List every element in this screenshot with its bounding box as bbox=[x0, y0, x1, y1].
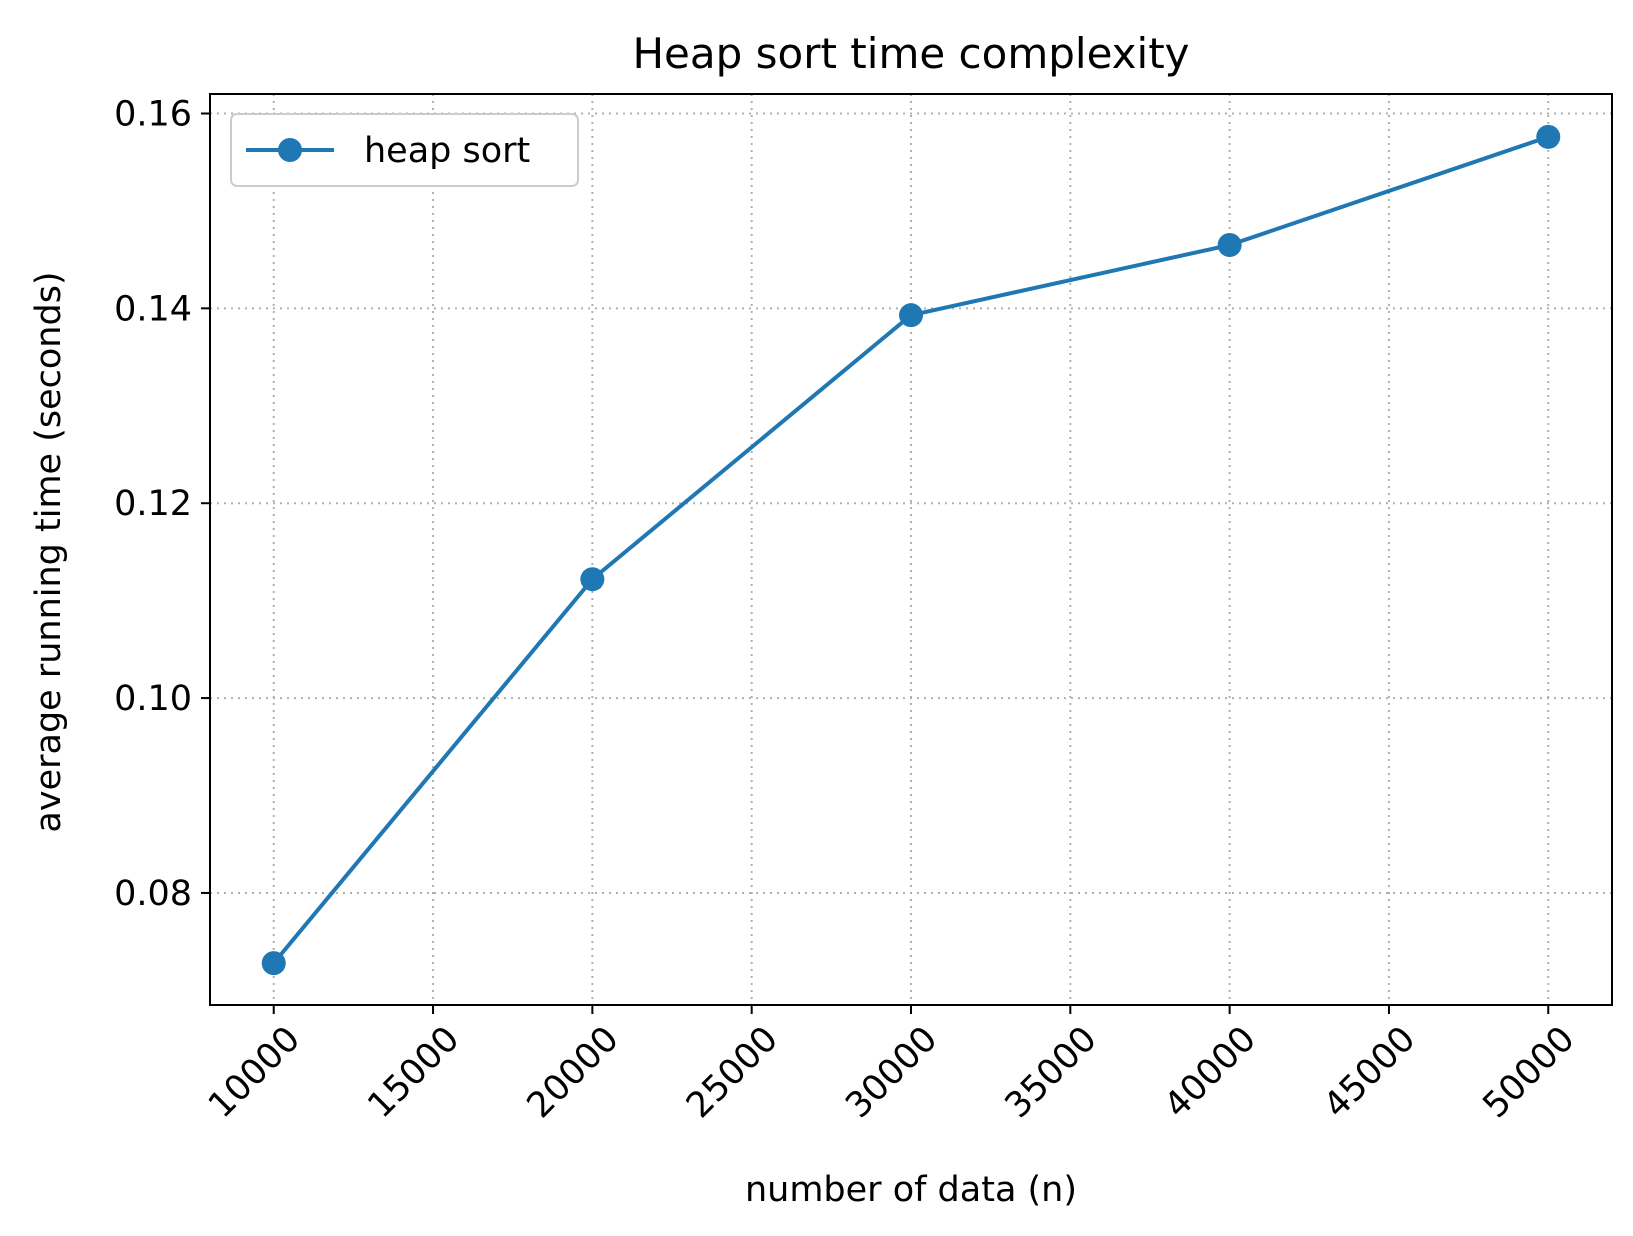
series-layer bbox=[261, 124, 1561, 976]
y-tick-label: 0.08 bbox=[114, 874, 192, 914]
data-point bbox=[1217, 233, 1242, 258]
chart-title: Heap sort time complexity bbox=[632, 29, 1189, 78]
legend-box bbox=[230, 113, 579, 187]
legend-label: heap sort bbox=[364, 131, 530, 171]
data-point bbox=[580, 567, 605, 592]
y-tick-label: 0.10 bbox=[114, 679, 192, 719]
y-tick-label: 0.14 bbox=[114, 289, 192, 329]
legend-marker bbox=[278, 138, 302, 162]
x-axis-label: number of data (n) bbox=[745, 1170, 1077, 1210]
y-axis-ticks: 0.08 0.10 0.12 0.14 0.16 bbox=[114, 94, 210, 914]
grid-lines bbox=[210, 94, 1612, 1005]
y-tick-label: 0.16 bbox=[114, 94, 192, 134]
legend: heap sort bbox=[230, 113, 579, 187]
data-point bbox=[1536, 124, 1561, 149]
y-axis-label: average running time (seconds) bbox=[29, 271, 69, 832]
data-point bbox=[261, 951, 286, 976]
y-tick-label: 0.12 bbox=[114, 484, 192, 524]
data-point bbox=[899, 303, 923, 328]
